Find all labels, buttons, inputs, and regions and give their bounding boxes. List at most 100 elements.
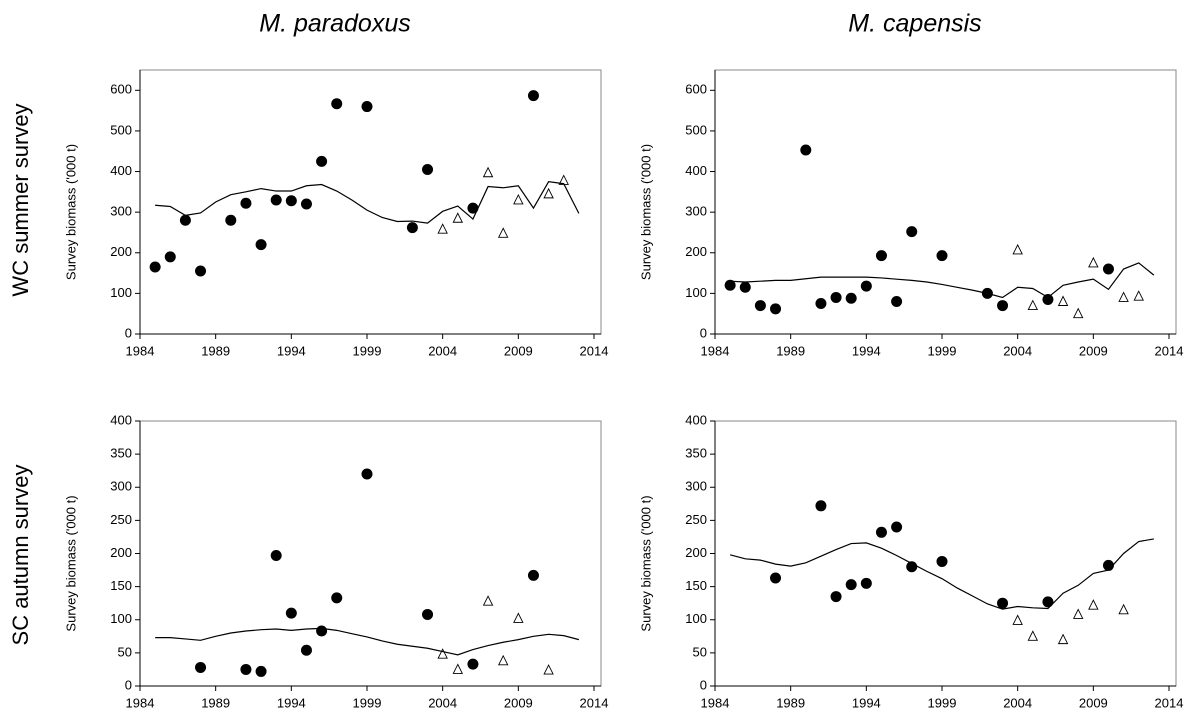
y-axis-label: Survey biomass ('000 t) xyxy=(63,495,78,631)
y-tick-label: 600 xyxy=(685,82,707,97)
y-tick-label: 500 xyxy=(110,122,132,137)
y-tick-label: 50 xyxy=(118,644,132,659)
x-tick-label: 1999 xyxy=(928,695,957,710)
x-tick-label: 1989 xyxy=(201,695,230,710)
observed-point xyxy=(906,226,918,238)
observed-point xyxy=(724,279,736,291)
observed-point xyxy=(739,281,751,293)
y-tick-label: 400 xyxy=(110,163,132,178)
observed-triangle xyxy=(513,193,524,205)
observed-point xyxy=(285,607,297,619)
y-tick-label: 400 xyxy=(685,412,707,427)
y-axis-label: Survey biomass ('000 t) xyxy=(638,144,653,280)
observed-point xyxy=(1042,293,1054,305)
x-tick-label: 2014 xyxy=(580,343,609,358)
observed-point xyxy=(300,644,312,656)
observed-point xyxy=(936,555,948,567)
observed-point xyxy=(164,251,176,263)
observed-point xyxy=(467,202,479,214)
row-title: WC summer survey xyxy=(8,103,33,296)
model-line xyxy=(730,262,1155,299)
observed-point xyxy=(255,665,267,677)
observed-triangle xyxy=(1057,633,1069,645)
y-tick-label: 300 xyxy=(110,479,132,494)
observed-point xyxy=(195,661,207,673)
observed-point xyxy=(815,500,827,512)
observed-point xyxy=(875,250,887,262)
x-tick-label: 1984 xyxy=(701,695,730,710)
observed-point xyxy=(1042,596,1054,608)
observed-point xyxy=(891,296,903,308)
y-tick-label: 300 xyxy=(685,479,707,494)
column-title: M. paradoxus xyxy=(259,10,410,38)
y-tick-label: 100 xyxy=(110,285,132,300)
observed-triangle xyxy=(437,648,448,659)
x-tick-label: 1994 xyxy=(277,343,306,358)
observed-point xyxy=(830,591,842,603)
observed-point xyxy=(845,292,857,304)
observed-point xyxy=(406,222,418,234)
observed-point xyxy=(997,597,1009,609)
observed-point xyxy=(270,194,282,206)
observed-point xyxy=(815,298,827,310)
y-tick-label: 150 xyxy=(110,578,132,593)
observed-triangle xyxy=(543,664,554,675)
observed-triangle xyxy=(1088,599,1099,610)
y-tick-label: 100 xyxy=(685,611,707,626)
y-tick-label: 200 xyxy=(110,545,132,560)
y-tick-label: 200 xyxy=(110,244,132,259)
x-tick-label: 2014 xyxy=(1155,343,1184,358)
observed-point xyxy=(467,658,479,670)
observed-triangle xyxy=(1027,630,1039,641)
y-axis-label: Survey biomass ('000 t) xyxy=(638,495,653,631)
plot-frame xyxy=(139,420,602,687)
observed-point xyxy=(906,561,918,573)
observed-triangle xyxy=(1027,299,1039,311)
y-tick-label: 100 xyxy=(110,611,132,626)
observed-triangle xyxy=(1057,295,1069,306)
model-line xyxy=(155,627,580,656)
model-line xyxy=(729,538,1154,610)
observed-triangle xyxy=(437,223,448,234)
x-tick-label: 1984 xyxy=(126,343,155,358)
observed-triangle xyxy=(558,174,569,185)
y-tick-label: 200 xyxy=(685,545,707,560)
model-line xyxy=(155,181,580,224)
observed-point xyxy=(300,198,312,210)
observed-triangle xyxy=(482,595,494,606)
y-tick-label: 250 xyxy=(685,512,707,527)
observed-triangle xyxy=(513,612,524,623)
observed-point xyxy=(527,90,539,102)
observed-point xyxy=(845,579,857,591)
y-tick-label: 350 xyxy=(685,446,707,461)
x-tick-label: 2009 xyxy=(1079,343,1108,358)
observed-triangle xyxy=(497,654,509,666)
x-tick-label: 1994 xyxy=(852,695,881,710)
observed-point xyxy=(285,195,297,207)
observed-point xyxy=(936,250,948,262)
y-tick-label: 150 xyxy=(685,578,707,593)
y-tick-label: 200 xyxy=(685,244,707,259)
observed-point xyxy=(981,287,993,299)
observed-point xyxy=(1102,263,1114,275)
y-tick-label: 0 xyxy=(125,677,132,692)
observed-point xyxy=(240,197,252,209)
y-tick-label: 400 xyxy=(110,412,132,427)
observed-triangle xyxy=(452,212,464,223)
observed-point xyxy=(316,625,328,637)
y-tick-label: 50 xyxy=(693,644,707,659)
observed-triangle xyxy=(482,166,494,178)
x-tick-label: 1984 xyxy=(126,695,155,710)
x-tick-label: 2009 xyxy=(504,343,533,358)
observed-point xyxy=(770,572,782,584)
observed-point xyxy=(997,300,1009,312)
x-tick-label: 1999 xyxy=(353,343,382,358)
observed-point xyxy=(331,592,343,604)
observed-point xyxy=(361,468,373,480)
y-tick-label: 350 xyxy=(110,446,132,461)
observed-triangle xyxy=(1072,608,1084,619)
x-tick-label: 2004 xyxy=(1003,343,1032,358)
row-title: SC autumn survey xyxy=(8,465,33,646)
x-tick-label: 1989 xyxy=(201,343,230,358)
